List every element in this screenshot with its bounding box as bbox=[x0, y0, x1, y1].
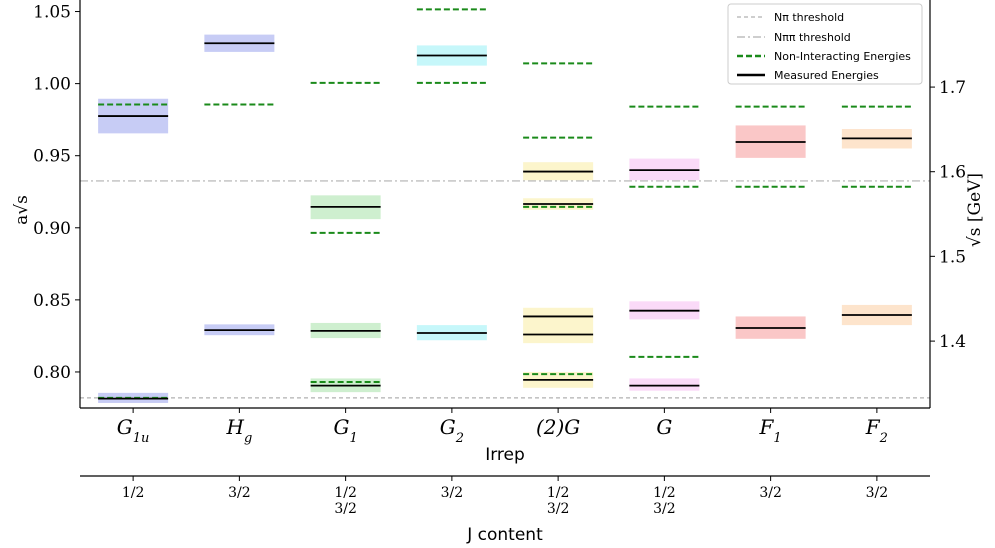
legend-npi-label: Nπ threshold bbox=[774, 11, 844, 24]
legend-box bbox=[727, 3, 923, 85]
legend-npipi-label: Nππ threshold bbox=[774, 31, 851, 44]
y-tick-label-right: 1.6 bbox=[939, 163, 966, 183]
y-tick-label-right: 1.4 bbox=[939, 332, 966, 352]
j-tick-label: 3/2 bbox=[547, 501, 570, 517]
j-tick-label: 1/2 bbox=[334, 485, 357, 501]
x-tick-label-subscript: 1 bbox=[349, 431, 357, 446]
j-axis-label: J content bbox=[466, 525, 543, 545]
x-tick-label: G bbox=[656, 415, 672, 439]
j-tick-label: 3/2 bbox=[866, 485, 889, 501]
j-tick-label: 3/2 bbox=[759, 485, 782, 501]
x-tick-label: G1u bbox=[117, 415, 150, 446]
y-tick-label-left: 0.90 bbox=[33, 219, 71, 239]
legend-measured-label: Measured Energies bbox=[774, 69, 879, 82]
j-tick-label: 3/2 bbox=[653, 501, 676, 517]
x-tick-label: F2 bbox=[865, 415, 888, 446]
x-axis-label: Irrep bbox=[485, 445, 525, 465]
x-tick-label-subscript: 1u bbox=[133, 431, 150, 446]
j-tick-label: 1/2 bbox=[122, 485, 145, 501]
y-tick-label-right: 1.5 bbox=[939, 247, 966, 267]
y-tick-label-left: 0.80 bbox=[33, 363, 71, 383]
x-tick-label: G1 bbox=[333, 415, 357, 446]
legend-noninteracting-label: Non-Interacting Energies bbox=[774, 50, 911, 63]
x-tick-label: Hg bbox=[225, 415, 252, 446]
x-tick-label-subscript: g bbox=[244, 431, 252, 446]
j-tick-label: 3/2 bbox=[228, 485, 251, 501]
y-tick-label-left: 0.95 bbox=[33, 147, 71, 167]
j-tick-label: 1/2 bbox=[653, 485, 676, 501]
j-tick-label: 1/2 bbox=[547, 485, 570, 501]
j-tick-label: 3/2 bbox=[441, 485, 464, 501]
x-tick-label-subscript: 1 bbox=[773, 431, 781, 446]
y-tick-label-left: 1.05 bbox=[33, 3, 71, 23]
legend: Nπ threshold Nππ threshold Non-Interacti… bbox=[727, 3, 923, 85]
y-axis-label-right: √s [GeV] bbox=[965, 173, 985, 247]
x-tick-label-subscript: 2 bbox=[879, 431, 888, 446]
x-tick-label-subscript: 2 bbox=[455, 431, 464, 446]
x-tick-label: (2)G bbox=[536, 415, 580, 439]
measured-error-band bbox=[523, 307, 594, 344]
y-tick-label-right: 1.7 bbox=[939, 78, 966, 98]
x-tick-label: G2 bbox=[440, 415, 464, 446]
x-tick-label: F1 bbox=[759, 415, 782, 446]
measured-error-band bbox=[629, 378, 700, 391]
j-tick-label: 3/2 bbox=[334, 501, 357, 517]
y-axis-label-left: a√s bbox=[12, 195, 32, 225]
y-tick-label-left: 1.00 bbox=[33, 75, 71, 95]
y-tick-label-left: 0.85 bbox=[33, 291, 71, 311]
plot-area: 0.800.850.900.951.001.051.41.51.61.7G1u1… bbox=[33, 0, 966, 517]
